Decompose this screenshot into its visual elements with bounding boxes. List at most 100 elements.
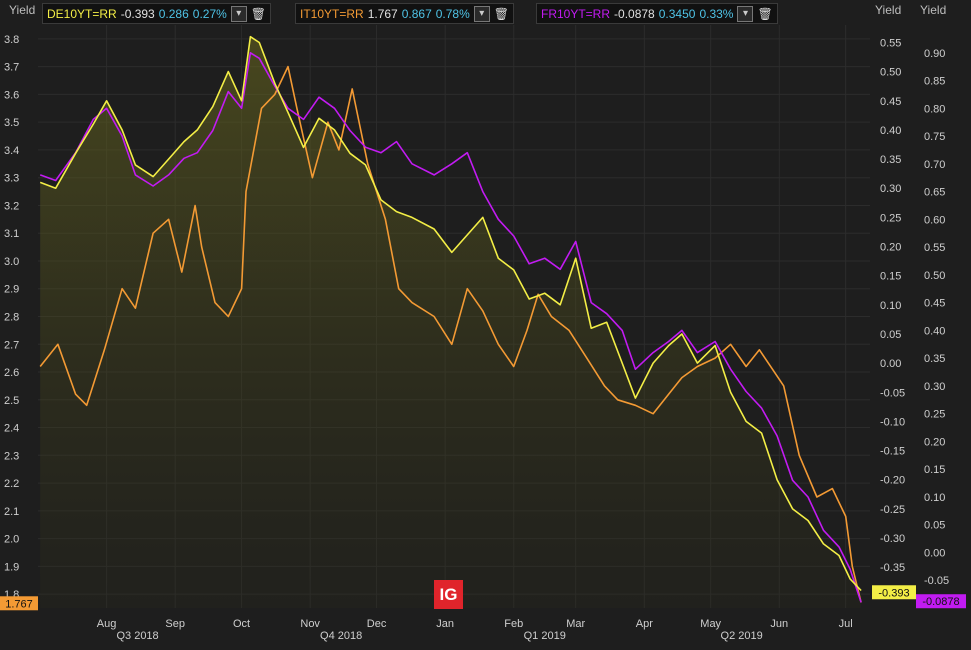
x-quarter-label: Q3 2018 (116, 630, 158, 642)
right-tick-label: 0.65 (924, 187, 945, 199)
de10yt-area (40, 36, 862, 608)
left-tick-label: 3.4 (4, 145, 19, 157)
middle-tick-label: 0.30 (880, 183, 901, 195)
series-line-it10yt-rr (39, 65, 862, 603)
right-axis-title: Yield (920, 3, 947, 17)
last-value-tag (872, 585, 916, 600)
x-tick-label: Jul (839, 618, 853, 630)
x-tick-label: Nov (300, 618, 320, 630)
legend-change: 0.3450 (658, 6, 696, 21)
left-tick-label: 3.7 (4, 62, 19, 74)
x-tick-label: Jun (770, 618, 788, 630)
left-tick-label: 2.0 (4, 534, 19, 546)
left-axis-title: Yield (9, 3, 36, 17)
right-tick-label: 0.10 (924, 492, 945, 504)
series-line-fr10yt-rr (39, 52, 862, 603)
legend-fr10yt: FR10YT=RR -0.0878 0.3450 0.33% ▾ 🗑 (536, 3, 778, 24)
last-value-tag (0, 596, 38, 611)
left-tick-label: 3.8 (4, 34, 19, 46)
left-tick-label: 2.1 (4, 506, 19, 518)
left-tick-label: 2.2 (4, 478, 19, 490)
right-tick-label: 0.25 (924, 409, 945, 421)
x-tick-label: Oct (233, 618, 250, 630)
legend-pct: 0.78% (435, 6, 470, 21)
right-tick-label: 0.55 (924, 242, 945, 254)
left-tick-label: 3.1 (4, 228, 19, 240)
right-tick-label: 0.90 (924, 48, 945, 60)
right-tick-label: 0.70 (924, 159, 945, 171)
middle-tick-label: -0.30 (880, 533, 905, 545)
middle-axis-title: Yield (875, 3, 902, 17)
legend-last: 1.767 (367, 6, 398, 21)
right-tick-label: 0.50 (924, 270, 945, 282)
x-tick-label: Apr (636, 618, 653, 630)
left-tick-label: 2.7 (4, 339, 19, 351)
left-tick-label: 3.2 (4, 200, 19, 212)
right-tick-label: 0.35 (924, 353, 945, 365)
right-tick-label: 0.00 (924, 547, 945, 559)
chevron-down-icon[interactable]: ▾ (473, 5, 490, 22)
middle-tick-label: -0.35 (880, 562, 905, 574)
last-value-label: -0.393 (878, 587, 909, 599)
left-tick-label: 3.0 (4, 256, 19, 268)
x-tick-label: Sep (165, 618, 185, 630)
right-tick-label: 0.20 (924, 436, 945, 448)
left-tick-label: 3.3 (4, 173, 19, 185)
x-tick-label: Dec (367, 618, 387, 630)
middle-tick-label: -0.25 (880, 504, 905, 516)
last-value-label: 1.767 (5, 598, 33, 610)
middle-tick-label: -0.15 (880, 446, 905, 458)
left-tick-label: 2.3 (4, 450, 19, 462)
left-tick-label: 2.4 (4, 423, 19, 435)
middle-tick-label: 0.25 (880, 212, 901, 224)
right-tick-label: 0.75 (924, 131, 945, 143)
middle-tick-label: 0.20 (880, 242, 901, 254)
left-tick-label: 3.5 (4, 117, 19, 129)
legend-ticker: IT10YT=RR (300, 6, 364, 21)
legend-last: -0.393 (120, 6, 155, 21)
x-tick-label: Mar (566, 618, 585, 630)
right-tick-label: 0.30 (924, 381, 945, 393)
legend-change: 0.286 (158, 6, 189, 21)
last-value-tag (916, 594, 966, 609)
legend-pct: 0.27% (192, 6, 227, 21)
left-tick-label: 3.6 (4, 89, 19, 101)
middle-tick-label: 0.00 (880, 358, 901, 370)
legend-ticker: DE10YT=RR (47, 6, 117, 21)
x-quarter-label: Q1 2019 (524, 630, 566, 642)
right-tick-label: 0.85 (924, 76, 945, 88)
legend-ticker: FR10YT=RR (541, 6, 611, 21)
right-tick-label: -0.05 (924, 575, 949, 587)
trash-icon[interactable]: 🗑 (757, 6, 773, 21)
middle-tick-label: 0.35 (880, 154, 901, 166)
middle-tick-label: 0.05 (880, 329, 901, 341)
x-quarter-label: Q4 2018 (320, 630, 362, 642)
middle-tick-label: -0.05 (880, 387, 905, 399)
legend-pct: 0.33% (699, 6, 734, 21)
middle-tick-label: -0.20 (880, 475, 905, 487)
trash-icon[interactable]: 🗑 (493, 6, 510, 21)
left-tick-label: 2.9 (4, 284, 19, 296)
ig-logo: IG (434, 580, 463, 609)
right-tick-label: 0.80 (924, 103, 945, 115)
middle-tick-label: 0.50 (880, 67, 901, 79)
right-tick-label: 0.45 (924, 298, 945, 310)
left-tick-label: 1.9 (4, 561, 19, 573)
trash-icon[interactable]: 🗑 (250, 6, 267, 21)
left-tick-label: 2.5 (4, 395, 19, 407)
middle-tick-label: 0.55 (880, 37, 901, 49)
x-tick-label: May (700, 618, 721, 630)
legend-it10yt: IT10YT=RR 1.767 0.867 0.78% ▾ 🗑 (295, 3, 515, 24)
legend-last: -0.0878 (614, 6, 655, 21)
last-value-label: -0.0878 (922, 596, 959, 608)
left-tick-label: 2.8 (4, 312, 19, 324)
legend-change: 0.867 (401, 6, 432, 21)
middle-tick-label: 0.15 (880, 271, 901, 283)
chevron-down-icon[interactable]: ▾ (737, 5, 754, 22)
right-tick-label: 0.15 (924, 464, 945, 476)
right-tick-label: 0.05 (924, 520, 945, 532)
middle-tick-label: -0.10 (880, 416, 905, 428)
chevron-down-icon[interactable]: ▾ (230, 5, 247, 22)
